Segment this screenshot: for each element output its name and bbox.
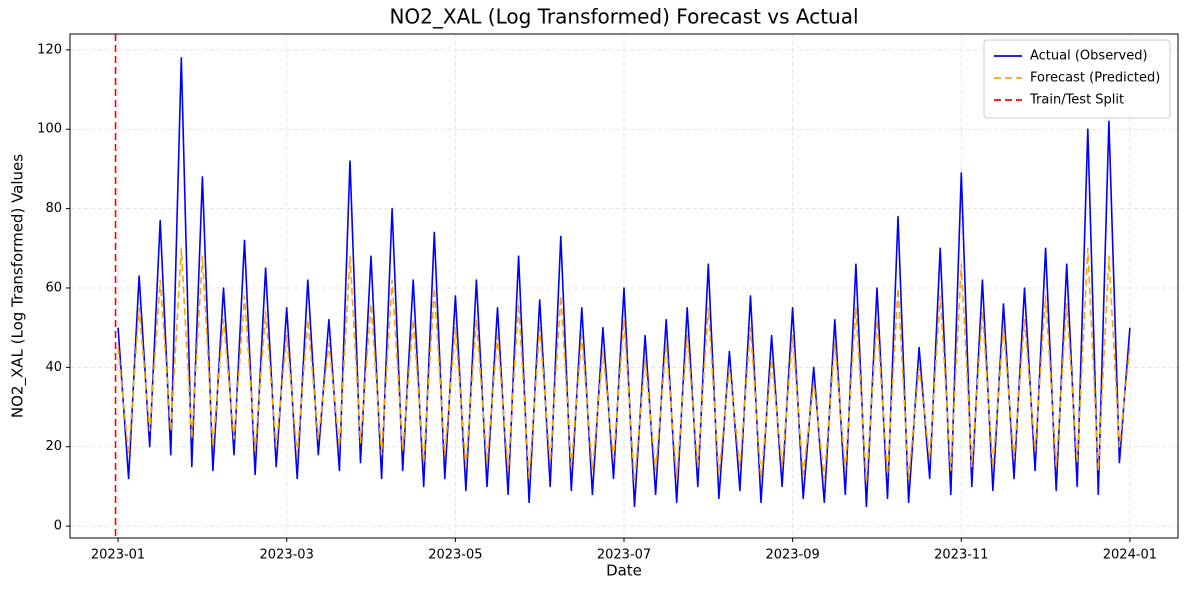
series-line bbox=[117, 57, 1131, 508]
x-axis-label: Date bbox=[606, 562, 642, 580]
y-tick-label: 40 bbox=[45, 360, 62, 375]
x-tick-label: 2023-07 bbox=[597, 548, 651, 563]
y-tick-label: 100 bbox=[37, 122, 62, 137]
plot-frame bbox=[69, 33, 1179, 539]
chart-title: NO2_XAL (Log Transformed) Forecast vs Ac… bbox=[389, 5, 858, 29]
x-tick-label: 2023-01 bbox=[91, 548, 145, 563]
y-tick-label: 80 bbox=[45, 201, 62, 216]
legend-box bbox=[983, 39, 1171, 119]
y-tick-label: 0 bbox=[54, 519, 62, 534]
legend-label: Forecast (Predicted) bbox=[1030, 71, 1160, 86]
y-axis-label: NO2_XAL (Log Transformed) Values bbox=[9, 154, 28, 418]
x-tick-label: 2023-09 bbox=[765, 548, 819, 563]
x-tick-label: 2024-01 bbox=[1103, 548, 1157, 563]
y-tick-label: 60 bbox=[45, 280, 62, 295]
y-tick-label: 120 bbox=[37, 42, 62, 57]
x-tick-label: 2023-03 bbox=[260, 548, 314, 563]
y-tick-label: 20 bbox=[45, 439, 62, 454]
x-tick-label: 2023-05 bbox=[428, 548, 482, 563]
legend: Actual (Observed) Forecast (Predicted) Tra… bbox=[983, 39, 1171, 119]
series-line bbox=[117, 247, 1131, 484]
legend-label: Train/Test Split bbox=[1029, 93, 1124, 108]
legend-label: Actual (Observed) bbox=[1030, 49, 1148, 64]
x-tick-label: 2023-11 bbox=[934, 548, 988, 563]
